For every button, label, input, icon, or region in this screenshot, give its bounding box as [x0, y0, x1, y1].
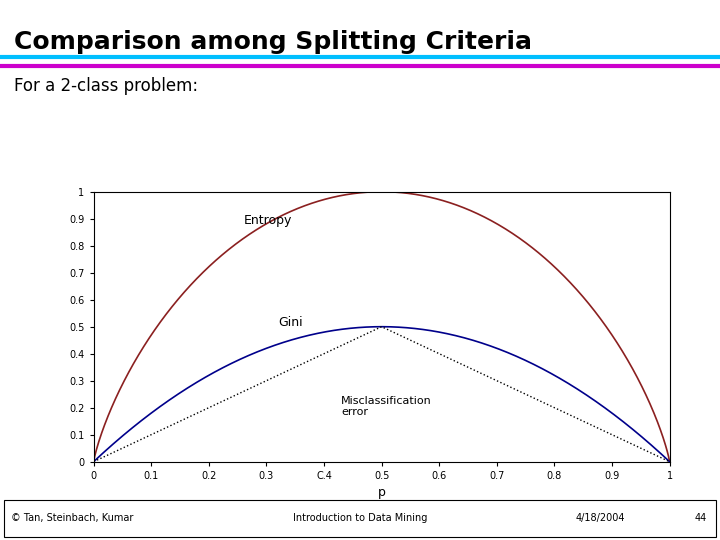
- Text: Entropy: Entropy: [243, 213, 292, 227]
- Text: 44: 44: [695, 514, 707, 523]
- Text: Introduction to Data Mining: Introduction to Data Mining: [293, 514, 427, 523]
- Text: For a 2-class problem:: For a 2-class problem:: [14, 77, 199, 94]
- Text: Comparison among Splitting Criteria: Comparison among Splitting Criteria: [14, 30, 532, 53]
- Text: Misclassification
error: Misclassification error: [341, 395, 432, 417]
- Text: 4/18/2004: 4/18/2004: [576, 514, 626, 523]
- X-axis label: p: p: [378, 487, 385, 500]
- Text: Gini: Gini: [278, 316, 302, 329]
- Text: © Tan, Steinbach, Kumar: © Tan, Steinbach, Kumar: [11, 514, 133, 523]
